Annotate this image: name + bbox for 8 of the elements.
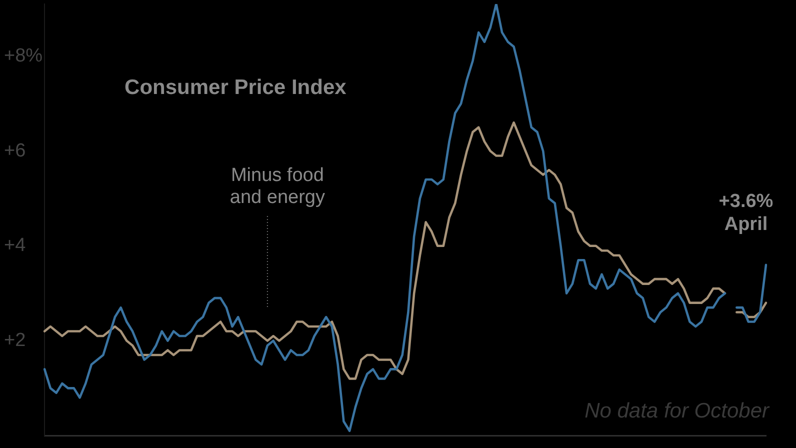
annotation: +3.6% April	[718, 191, 774, 236]
text: Minus food and energy	[230, 165, 326, 208]
text: Consumer Price Index	[124, 76, 347, 99]
y-tick-label: +6	[4, 140, 26, 162]
y-tick-label: +4	[4, 235, 26, 256]
annotation: No data for October	[584, 399, 770, 422]
y-tick-label: +2	[4, 330, 26, 351]
y-tick-label: +8%	[4, 45, 43, 66]
